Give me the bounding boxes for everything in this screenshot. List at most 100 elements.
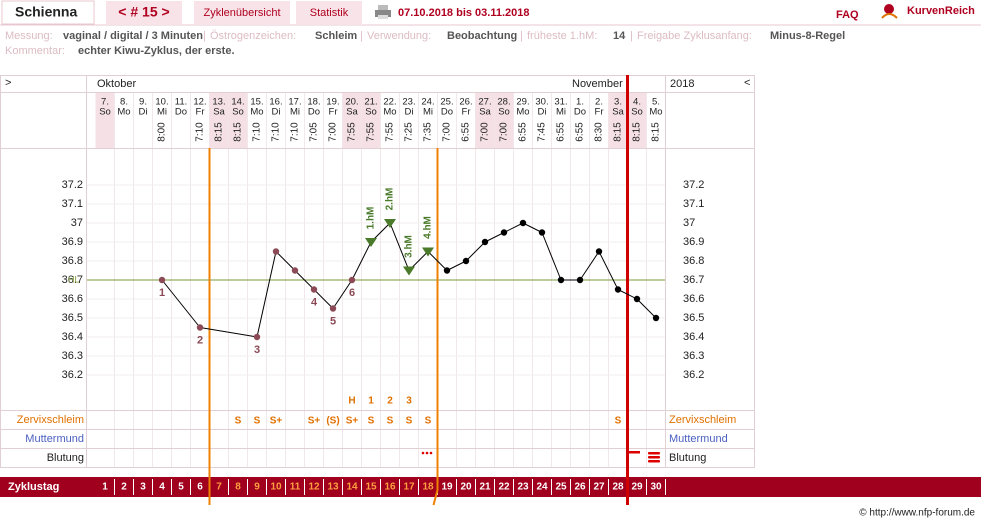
evaluation-line <box>432 148 439 506</box>
weekday-label: Mo <box>383 107 396 118</box>
curve-segment <box>484 232 505 243</box>
overview-tab-text[interactable]: Zyklenübersicht <box>203 7 280 19</box>
date-label: 22. <box>383 97 396 108</box>
row-label: Zervixschleim <box>669 414 736 426</box>
month-label: November <box>572 78 623 90</box>
info-separator: | <box>203 30 206 42</box>
date-label: 21. <box>364 97 377 108</box>
y-tick-label: 37.1 <box>683 198 704 210</box>
time-label: 7:45 <box>537 122 548 142</box>
temp-point <box>329 305 337 312</box>
printer-icon[interactable] <box>375 5 391 19</box>
stats-tab[interactable] <box>296 1 362 24</box>
cycle-nav[interactable]: < # 15 > <box>118 4 169 20</box>
weekday-label: Sa <box>213 107 225 118</box>
weekday-label: Di <box>538 107 547 118</box>
info-label: Kommentar: <box>5 45 65 57</box>
cycle-day: 24 <box>536 482 548 493</box>
date-label: 1. <box>576 97 584 108</box>
info-label: Östrogenzeichen: <box>210 30 296 42</box>
cycle-day: 25 <box>555 482 567 493</box>
temp-point <box>500 229 508 236</box>
curve-segment <box>275 251 296 271</box>
mucus-value: S+ <box>308 416 321 427</box>
weekday-label: So <box>232 107 244 118</box>
y-tick-label: 36.5 <box>62 312 83 324</box>
cycle-day: 8 <box>235 482 241 493</box>
overview-tab[interactable] <box>194 1 290 24</box>
y-tick-label: 36.4 <box>683 331 704 343</box>
info-value: Minus-8-Regel <box>770 30 845 42</box>
weekend-cell <box>228 93 248 148</box>
date-label: 4. <box>633 97 641 108</box>
mucus-value: S <box>387 416 394 427</box>
weekday-label: Do <box>574 107 586 118</box>
mucus-value: S+ <box>346 416 359 427</box>
time-label: 7:10 <box>195 122 206 142</box>
time-label: 7:10 <box>252 122 263 142</box>
mucus-value: S <box>235 416 242 427</box>
cycle-tab[interactable] <box>106 1 182 24</box>
row-label: Muttermund <box>669 433 728 445</box>
curve-segment <box>446 260 467 271</box>
weekday-label: Di <box>405 107 414 118</box>
curve-segment <box>522 222 543 233</box>
date-label: 26. <box>459 97 472 108</box>
date-label: 13. <box>212 97 225 108</box>
date-label: 27. <box>478 97 491 108</box>
stats-tab-text[interactable]: Statistik <box>310 7 349 19</box>
logo-text[interactable]: KurvenReich <box>907 5 975 17</box>
curve-segment <box>199 327 258 338</box>
curve-segment <box>351 241 372 281</box>
date-label: 15. <box>250 97 263 108</box>
date-label: 18. <box>307 97 320 108</box>
time-label: 7:55 <box>385 122 396 142</box>
cycle-day: 22 <box>498 482 510 493</box>
weekend-cell <box>494 93 514 148</box>
time-label: 8:15 <box>214 122 225 142</box>
info-label: Verwendung: <box>367 30 431 42</box>
weekday-label: Mo <box>117 107 130 118</box>
time-label: 7:55 <box>366 122 377 142</box>
time-label: 6:55 <box>461 122 472 142</box>
row-label: Zervixschleim <box>17 414 84 426</box>
time-label: 6:55 <box>518 122 529 142</box>
weekday-label: Mi <box>423 107 433 118</box>
temp-point <box>519 219 527 227</box>
curve-segment <box>598 251 619 290</box>
nav-arrow[interactable]: > <box>5 77 11 89</box>
curve-segment <box>465 241 486 262</box>
y-tick-label: 37.1 <box>62 198 83 210</box>
temp-point <box>443 267 451 274</box>
weekday-label: Sa <box>479 107 491 118</box>
time-label: 8:15 <box>651 122 662 142</box>
hm-point <box>422 247 434 257</box>
weekday-label: Di <box>139 107 148 118</box>
info-value: Beobachtung <box>447 30 517 42</box>
time-label: 7:10 <box>271 122 282 142</box>
row-label: Blutung <box>669 452 706 464</box>
cycle-day: 1 <box>102 482 108 493</box>
date-label: 14. <box>231 97 244 108</box>
cycle-day: 26 <box>574 482 586 493</box>
cycle-day: 2 <box>121 482 127 493</box>
y-tick-label: 36.7 <box>62 274 83 286</box>
cycle-day: 29 <box>631 482 643 493</box>
curve-segment <box>636 298 657 319</box>
mucus-value: S <box>615 416 622 427</box>
y-tick-label: 36.6 <box>683 293 704 305</box>
weekday-label: Mi <box>556 107 566 118</box>
weekday-label: Fr <box>329 107 338 118</box>
nav-arrow[interactable]: < <box>744 77 750 89</box>
cycle-day: 30 <box>650 482 662 493</box>
date-label: 16. <box>269 97 282 108</box>
point-label: 5 <box>330 315 336 327</box>
weekday-label: Do <box>308 107 320 118</box>
faq-link[interactable]: FAQ <box>836 9 859 21</box>
point-label: 1 <box>159 287 165 299</box>
curve-segment <box>503 222 524 233</box>
date-label: 31. <box>554 97 567 108</box>
info-value: Schleim <box>315 30 357 42</box>
temp-point <box>291 267 299 274</box>
row-label: Blutung <box>47 452 84 464</box>
